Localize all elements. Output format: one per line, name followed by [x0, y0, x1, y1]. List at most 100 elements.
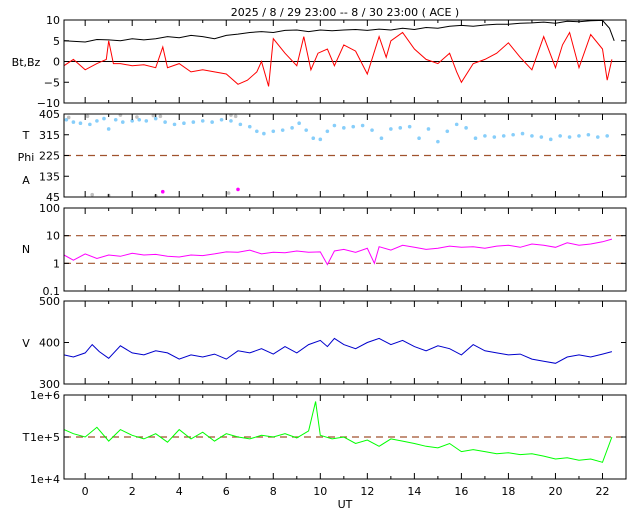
data-point: [238, 122, 243, 127]
y-tick-label: 135: [39, 170, 60, 183]
panel-magnetic-field: 10 5 0 −5 −10 Bt,Bz: [12, 14, 627, 110]
data-point: [454, 122, 459, 127]
data-point: [200, 119, 205, 123]
data-point: [464, 126, 468, 130]
data-point: [530, 134, 534, 138]
data-point: [182, 121, 186, 126]
data-point: [483, 134, 487, 138]
data-point: [229, 119, 233, 123]
data-point: [66, 115, 71, 120]
data-point: [379, 136, 384, 141]
data-point: [85, 114, 90, 119]
y-tick-label: 100: [39, 202, 60, 215]
y-tick-label: 0: [53, 56, 60, 69]
data-point: [290, 126, 294, 130]
panel-speed: 500 400 300 V: [22, 295, 627, 391]
y-tick-label: 405: [39, 108, 60, 121]
x-tick-label: 12: [360, 485, 374, 498]
figure-title: 2025 / 8 / 29 23:00 -- 8 / 30 23:00 ( AC…: [231, 6, 459, 19]
data-point: [520, 131, 525, 136]
y-axis-label: Bt,Bz: [12, 56, 41, 69]
y-axis-label: T: [22, 129, 30, 142]
data-point: [473, 136, 478, 141]
data-point: [130, 119, 134, 123]
y-tick-label: −10: [37, 97, 60, 110]
y-tick-label: 315: [39, 129, 60, 142]
data-point: [445, 129, 450, 134]
data-point: [106, 127, 111, 131]
data-point: [233, 114, 238, 119]
data-point: [262, 131, 266, 136]
data-point: [595, 135, 600, 139]
data-point: [586, 132, 591, 137]
y-tick-label: 0.1: [43, 285, 61, 298]
panel-frame: [63, 300, 627, 385]
y-tick-label: 300: [39, 378, 60, 391]
x-tick-label: 6: [223, 485, 230, 498]
y-axis-label: N: [22, 243, 30, 256]
data-point: [297, 121, 301, 126]
y-tick-label: −5: [44, 76, 60, 89]
data-point: [389, 127, 393, 131]
data-point: [577, 134, 581, 138]
data-point: [558, 134, 562, 138]
panel-field-angles: 405 315 225 135 45 T Phi A: [18, 108, 627, 204]
y-axis-label: Phi: [18, 151, 35, 164]
data-point: [191, 120, 196, 124]
y-tick-label: 10: [46, 14, 60, 27]
data-point: [226, 191, 231, 195]
data-point: [78, 121, 83, 126]
data-point: [351, 124, 356, 129]
series-line: [63, 238, 613, 266]
series-line: [63, 337, 613, 364]
x-tick-label: 16: [454, 485, 468, 498]
data-point: [426, 127, 431, 131]
data-point: [160, 189, 165, 194]
y-tick-label: 1e+6: [30, 389, 60, 402]
data-point: [151, 113, 156, 118]
data-point: [236, 187, 240, 192]
data-point: [219, 117, 224, 122]
data-point: [325, 129, 330, 134]
series-line: [63, 19, 615, 43]
x-tick-label: 18: [501, 485, 515, 498]
data-point: [172, 122, 177, 127]
x-tick-label: 10: [313, 485, 327, 498]
data-point: [88, 122, 92, 127]
y-axis-label: A: [22, 174, 30, 187]
data-point: [280, 128, 285, 132]
y-tick-label: 1e+4: [30, 473, 60, 486]
data-point: [153, 116, 158, 121]
x-tick-label: 8: [270, 485, 277, 498]
y-tick-label: 45: [46, 191, 60, 204]
data-point: [492, 135, 497, 139]
data-point: [436, 139, 440, 144]
panels: 1050−5−10Bt,Bz40531522513545TPhiA1001010…: [12, 14, 627, 498]
data-point: [255, 129, 259, 134]
y-tick-label: 1: [53, 257, 60, 270]
data-point: [144, 119, 149, 123]
data-point: [511, 132, 515, 137]
data-point: [539, 135, 544, 139]
series-line: [63, 31, 613, 87]
data-point: [210, 120, 214, 124]
panel-temperature: 1e+6 1e+5 1e+4 T: [22, 389, 627, 486]
y-axis-label: V: [22, 337, 30, 350]
y-axis-label: T: [22, 431, 30, 444]
y-tick-label: 5: [53, 35, 60, 48]
x-axis-label: UT: [338, 498, 353, 511]
data-point: [247, 124, 252, 129]
panel-density: 100 10 1 0.1 N: [22, 202, 627, 298]
x-tick-label: 0: [82, 485, 89, 498]
data-point: [158, 114, 163, 119]
data-point: [407, 124, 412, 129]
x-tick-label: 4: [176, 485, 183, 498]
data-point: [304, 128, 309, 132]
data-point: [360, 123, 365, 128]
data-point: [113, 117, 118, 122]
data-point: [163, 120, 167, 124]
data-point: [271, 129, 276, 134]
data-point: [120, 120, 125, 124]
data-point: [102, 116, 106, 121]
